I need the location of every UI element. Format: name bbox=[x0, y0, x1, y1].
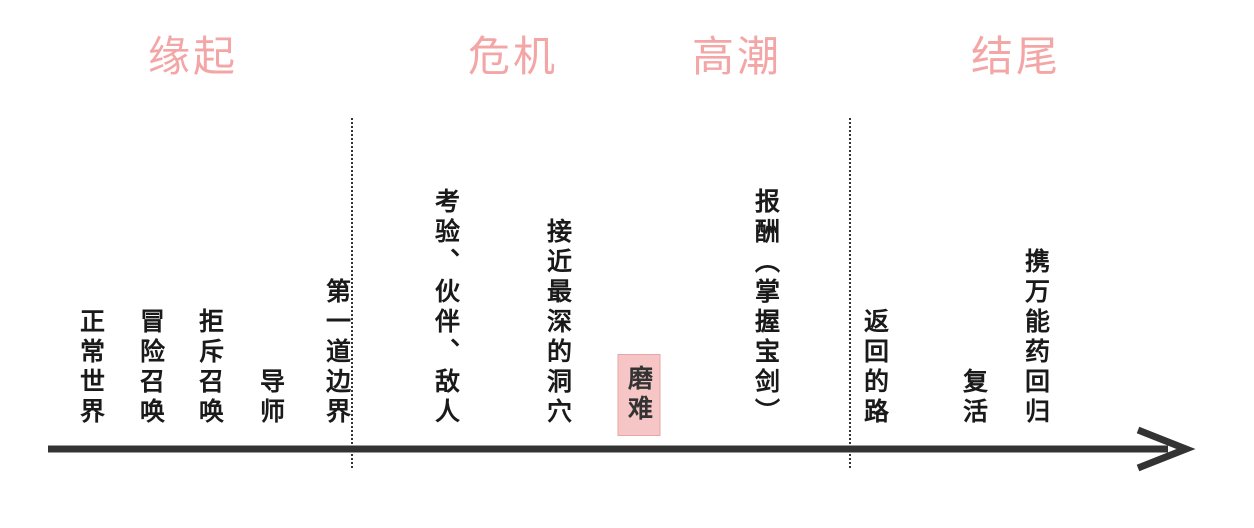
event-first-threshold: 第一道边界 bbox=[322, 278, 352, 428]
stage-label-text: 缘起 bbox=[147, 32, 239, 81]
stage-label-origin: 缘起 bbox=[148, 36, 238, 78]
stage-label-ending: 结尾 bbox=[971, 36, 1061, 78]
event-ordinary-world: 正常世界 bbox=[76, 308, 106, 428]
event-text: 考验、伙伴、敌人 bbox=[431, 188, 461, 428]
stage-label-text: 危机 bbox=[467, 32, 559, 81]
event-resurrection: 复活 bbox=[959, 368, 989, 428]
event-call-to-adventure: 冒险召唤 bbox=[136, 308, 166, 428]
event-road-back: 返回的路 bbox=[860, 308, 890, 428]
event-text: 复活 bbox=[959, 368, 989, 428]
event-reward: 报酬（掌握宝剑） bbox=[751, 188, 781, 428]
event-text: 报酬（掌握宝剑） bbox=[751, 188, 781, 428]
event-tests-allies-enemies: 考验、伙伴、敌人 bbox=[431, 188, 461, 428]
stage-label-crisis: 危机 bbox=[468, 36, 558, 78]
stage-label-text: 高潮 bbox=[691, 32, 783, 81]
event-mentor: 导师 bbox=[256, 368, 286, 428]
event-text: 拒斥召唤 bbox=[195, 308, 225, 428]
event-text: 导师 bbox=[256, 368, 286, 428]
stage-divider bbox=[351, 118, 353, 468]
event-approach-inmost-cave: 接近最深的洞穴 bbox=[543, 218, 573, 428]
event-text: 第一道边界 bbox=[322, 278, 352, 428]
event-text: 正常世界 bbox=[76, 308, 106, 428]
stage-label-climax: 高潮 bbox=[692, 36, 782, 78]
stage-label-text: 结尾 bbox=[970, 32, 1062, 81]
event-text: 返回的路 bbox=[860, 308, 890, 428]
stage-divider bbox=[849, 118, 851, 468]
event-text: 携万能药回归 bbox=[1021, 248, 1051, 428]
event-return-with-elixir: 携万能药回归 bbox=[1021, 248, 1051, 428]
event-text: 磨难 bbox=[617, 354, 661, 436]
event-text: 冒险召唤 bbox=[136, 308, 166, 428]
event-text: 接近最深的洞穴 bbox=[543, 218, 573, 428]
arrow-right-icon bbox=[1136, 426, 1196, 472]
event-refusal-of-call: 拒斥召唤 bbox=[195, 308, 225, 428]
event-ordeal: 磨难 bbox=[617, 354, 661, 436]
